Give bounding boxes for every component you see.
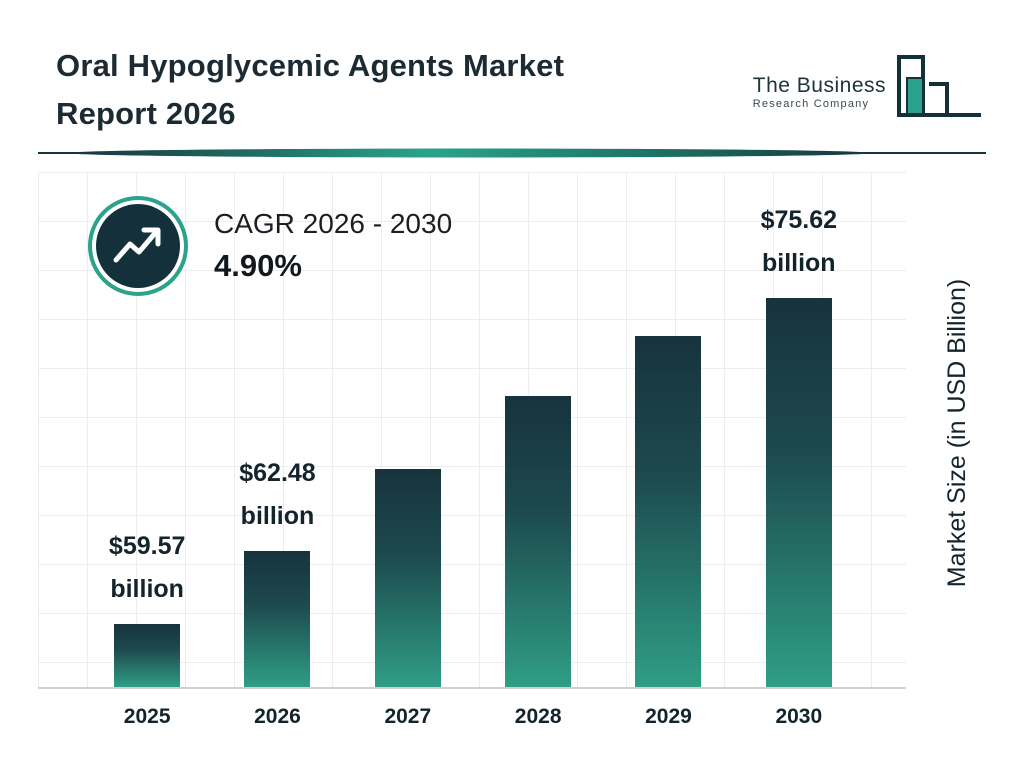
bar-column-2028: 2028 xyxy=(473,170,603,747)
x-axis-tick-2027: 2027 xyxy=(384,705,432,729)
growth-trend-icon xyxy=(88,196,188,297)
cagr-text: CAGR 2026 - 2030 4.90% xyxy=(214,208,452,284)
bar-2030 xyxy=(765,298,832,688)
bar-2025 xyxy=(114,624,181,688)
growth-trend-icon-circle xyxy=(96,204,180,289)
company-subtitle: Research Company xyxy=(752,98,870,110)
company-logo-text: The Business Research Company xyxy=(753,74,886,110)
bar-column-2030: $75.62 billion 2030 xyxy=(734,170,864,747)
cagr-badge: CAGR 2026 - 2030 4.90% xyxy=(88,196,452,297)
x-axis-tick-2026: 2026 xyxy=(254,705,301,729)
bar-column-2027: 2027 xyxy=(343,170,473,747)
x-axis-tick-2025: 2025 xyxy=(123,705,171,729)
bar-value-label: $75.62 billion xyxy=(760,205,838,278)
bar-column-2026: $62.48 billion 2026 xyxy=(212,170,342,747)
bar-2028 xyxy=(505,396,572,688)
bar-column-2025: $59.57 billion 2025 xyxy=(82,170,212,747)
company-logo: The Business Research Company xyxy=(753,54,984,130)
header: Oral Hypoglycemic Agents Market Report 2… xyxy=(0,0,1024,138)
header-divider xyxy=(38,148,986,158)
cagr-label: CAGR 2026 - 2030 xyxy=(214,208,453,240)
bar-value-label: $62.48 billion xyxy=(239,458,316,531)
page-title-line2: Report 2026 xyxy=(56,96,236,132)
bar-column-2029: 2029 xyxy=(603,170,733,747)
x-axis-tick-2029: 2029 xyxy=(645,705,692,729)
bars-row: $59.57 billion 2025 $62.48 billion 2026 2027 20… xyxy=(82,170,864,747)
bar-value-label: $59.57 billion xyxy=(108,531,186,604)
x-axis-tick-2030: 2030 xyxy=(775,705,823,729)
company-name: The Business xyxy=(752,74,886,97)
page-title-line1: Oral Hypoglycemic Agents Market xyxy=(56,48,565,83)
bar-chart-logo-icon xyxy=(896,54,984,130)
x-axis-tick-2028: 2028 xyxy=(514,705,562,729)
bar-2026 xyxy=(244,551,311,688)
page-title: Oral Hypoglycemic Agents Market Report 2… xyxy=(56,42,564,138)
bar-2029 xyxy=(635,336,702,688)
y-axis-label: Market Size (in USD Billion) xyxy=(943,278,971,588)
bar-2027 xyxy=(374,469,441,688)
market-size-chart: CAGR 2026 - 2030 4.90% $59.57 billion 2025… xyxy=(30,164,994,749)
cagr-value: 4.90% xyxy=(214,248,302,284)
